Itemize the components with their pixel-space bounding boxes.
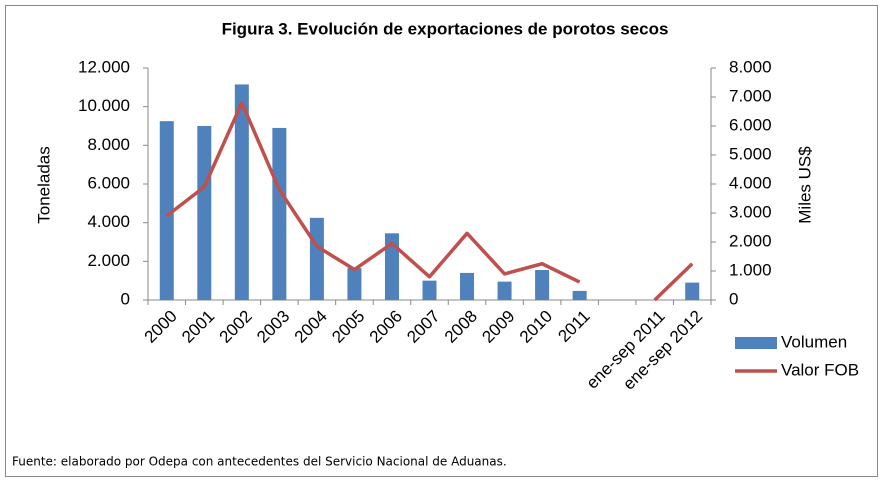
source-note: Fuente: elaborado por Odepa con antecede… xyxy=(12,455,507,469)
bar xyxy=(234,84,249,300)
y-tick-label: 8.000 xyxy=(87,135,130,154)
legend-swatch xyxy=(735,337,777,349)
y2-tick-label: 2.000 xyxy=(729,231,772,250)
chart-frame xyxy=(5,5,878,477)
bar xyxy=(422,280,437,300)
bar xyxy=(272,127,287,300)
legend-label: Valor FOB xyxy=(781,360,859,379)
bar xyxy=(197,126,212,300)
y2-tick-label: 3.000 xyxy=(729,202,772,221)
chart-title: Figura 3. Evolución de exportaciones de … xyxy=(222,19,669,38)
y-tick-label: 0 xyxy=(121,289,130,308)
legend-label: Volumen xyxy=(781,332,847,351)
y-tick-label: 4.000 xyxy=(87,212,130,231)
bar xyxy=(535,270,550,300)
y2-tick-label: 1.000 xyxy=(729,260,772,279)
y2-tick-label: 5.000 xyxy=(729,144,772,163)
y2-tick-label: 4.000 xyxy=(729,173,772,192)
bar xyxy=(460,272,475,300)
y-tick-label: 6.000 xyxy=(87,173,130,192)
y2-tick-label: 8.000 xyxy=(729,57,772,76)
y2-tick-label: 6.000 xyxy=(729,115,772,134)
y2-axis-label: Miles US$ xyxy=(795,146,814,224)
y-axis-label: Toneladas xyxy=(34,146,53,224)
bar xyxy=(572,290,587,300)
y-tick-label: 12.000 xyxy=(78,57,130,76)
y-tick-label: 2.000 xyxy=(87,251,130,270)
bar xyxy=(384,233,399,300)
y-tick-label: 10.000 xyxy=(78,96,130,115)
bar xyxy=(347,268,362,300)
bar xyxy=(685,282,700,300)
line xyxy=(165,101,694,302)
bar xyxy=(309,217,324,300)
y2-tick-label: 7.000 xyxy=(729,86,772,105)
bar xyxy=(159,121,174,301)
y2-tick-label: 0 xyxy=(729,289,738,308)
bar xyxy=(497,281,512,300)
